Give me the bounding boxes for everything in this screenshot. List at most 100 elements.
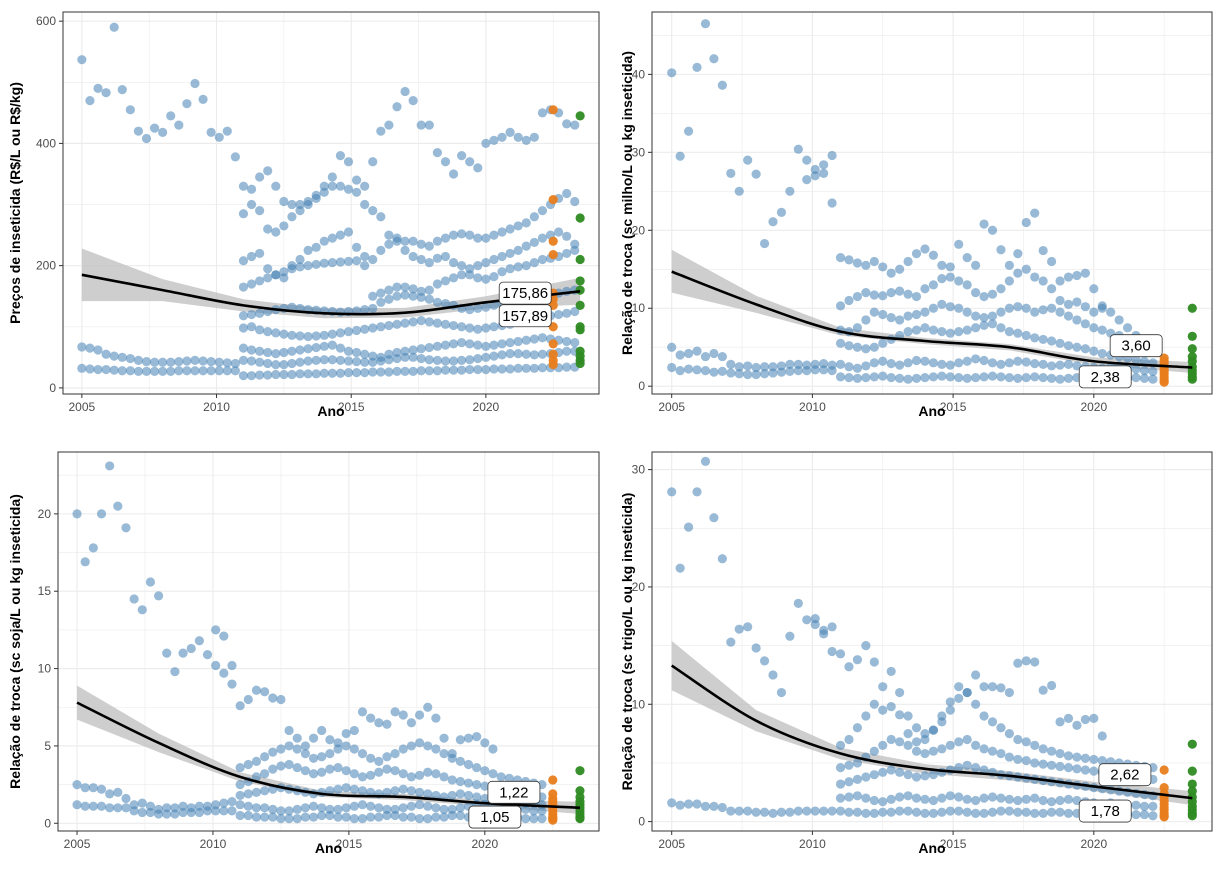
x-tick-label: 2010 bbox=[200, 837, 227, 851]
data-point bbox=[263, 358, 273, 369]
data-point bbox=[1004, 752, 1014, 762]
data-point bbox=[1080, 344, 1090, 354]
data-point bbox=[105, 803, 115, 813]
data-point bbox=[392, 236, 402, 246]
x-tick-label: 2010 bbox=[799, 837, 826, 851]
x-tick-label: 2010 bbox=[799, 400, 826, 414]
data-point bbox=[235, 762, 245, 773]
data-point bbox=[878, 291, 888, 301]
data-point bbox=[971, 354, 981, 364]
data-point bbox=[505, 338, 515, 348]
data-point bbox=[219, 631, 229, 641]
data-point bbox=[878, 309, 888, 320]
data-point bbox=[360, 181, 370, 191]
data-point bbox=[343, 346, 354, 356]
data-point bbox=[335, 307, 346, 317]
data-point bbox=[287, 212, 297, 222]
data-point bbox=[937, 807, 947, 817]
data-point bbox=[886, 734, 896, 745]
chart-panel-corn-exchange: 3,602,38 2005 2010 2015 2020 0 10 20 30 40 Ano Rela… bbox=[619, 11, 1213, 419]
data-point bbox=[1030, 758, 1040, 768]
data-point bbox=[489, 322, 499, 332]
data-point bbox=[117, 85, 127, 95]
data-point bbox=[1063, 359, 1074, 369]
data-point bbox=[341, 783, 351, 793]
data-point bbox=[219, 668, 229, 678]
data-point bbox=[548, 236, 558, 246]
data-point bbox=[398, 812, 408, 822]
data-point bbox=[911, 772, 922, 782]
data-point bbox=[260, 769, 270, 779]
data-point bbox=[311, 342, 321, 353]
data-point bbox=[1046, 361, 1057, 371]
data-point bbox=[1139, 366, 1150, 376]
data-point bbox=[279, 360, 289, 370]
data-point bbox=[194, 636, 204, 646]
data-point bbox=[979, 765, 989, 775]
data-point bbox=[683, 522, 694, 532]
data-point bbox=[1046, 807, 1057, 817]
data-point bbox=[1131, 355, 1141, 365]
data-point bbox=[190, 366, 200, 376]
data-point bbox=[455, 789, 465, 799]
data-point bbox=[238, 355, 249, 365]
data-point bbox=[903, 358, 913, 368]
data-point bbox=[349, 769, 359, 779]
data-point bbox=[1187, 374, 1197, 384]
data-point bbox=[575, 300, 585, 310]
data-point bbox=[1055, 761, 1065, 772]
data-point bbox=[996, 793, 1006, 803]
data-point bbox=[390, 707, 400, 717]
data-point bbox=[570, 245, 580, 255]
data-point bbox=[398, 744, 408, 754]
data-point bbox=[374, 767, 384, 777]
data-point bbox=[295, 262, 305, 272]
data-point bbox=[72, 509, 82, 519]
data-point bbox=[158, 366, 168, 376]
data-point bbox=[987, 682, 998, 692]
data-point bbox=[360, 368, 370, 378]
data-point bbox=[158, 127, 168, 138]
data-point bbox=[827, 366, 837, 376]
data-point bbox=[1013, 373, 1023, 384]
data-point bbox=[308, 801, 319, 811]
data-point bbox=[93, 345, 103, 355]
data-point bbox=[423, 741, 433, 751]
data-point bbox=[1080, 714, 1090, 725]
data-point bbox=[414, 814, 425, 824]
data-point bbox=[246, 322, 257, 332]
value-label: 1,05 bbox=[480, 809, 509, 826]
data-point bbox=[1021, 264, 1031, 274]
value-label-box bbox=[468, 805, 522, 829]
data-point bbox=[1055, 717, 1065, 727]
data-point bbox=[886, 373, 896, 383]
data-point bbox=[903, 806, 913, 816]
data-point bbox=[439, 749, 449, 759]
data-point bbox=[570, 338, 580, 348]
data-point bbox=[424, 342, 434, 353]
data-point bbox=[1055, 338, 1065, 348]
data-point bbox=[440, 251, 451, 262]
data-point bbox=[246, 199, 257, 210]
data-point bbox=[844, 792, 854, 802]
data-point bbox=[260, 786, 270, 796]
data-point bbox=[886, 358, 896, 369]
data-point bbox=[255, 276, 265, 286]
data-point bbox=[962, 794, 972, 804]
data-point bbox=[72, 800, 82, 810]
data-point bbox=[190, 78, 200, 89]
data-point bbox=[692, 346, 702, 356]
data-point bbox=[928, 808, 939, 818]
data-point bbox=[1187, 739, 1197, 749]
data-point bbox=[392, 291, 402, 301]
data-point bbox=[802, 806, 812, 816]
data-point bbox=[88, 543, 98, 553]
data-point bbox=[521, 261, 531, 271]
data-point bbox=[227, 660, 237, 671]
data-point bbox=[971, 288, 981, 298]
data-point bbox=[263, 273, 273, 283]
data-point bbox=[319, 258, 329, 268]
data-point bbox=[878, 740, 888, 750]
data-point bbox=[987, 746, 998, 756]
data-point bbox=[861, 373, 871, 383]
